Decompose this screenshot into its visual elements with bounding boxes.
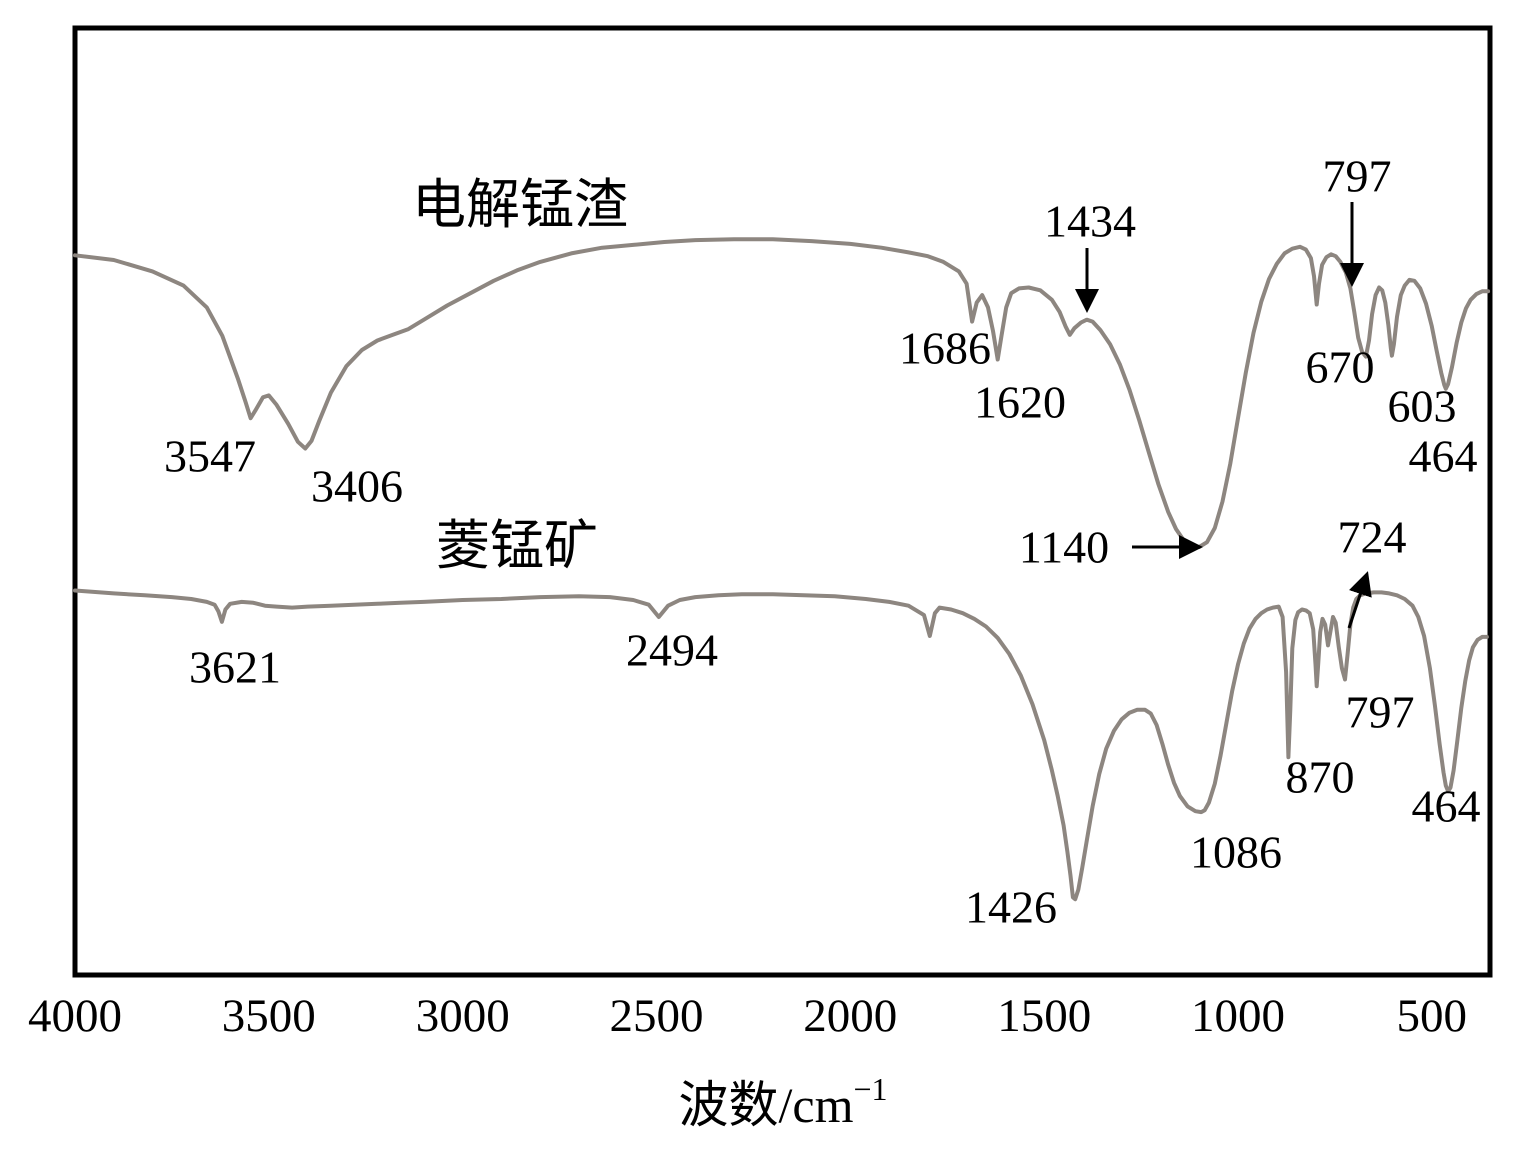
peak-label-464: 464 (1412, 781, 1481, 832)
peak-label-1140: 1140 (1019, 522, 1109, 573)
peak-label-870: 870 (1286, 752, 1355, 803)
peak-arrow-724 (1347, 571, 1372, 629)
peak-label-2494: 2494 (626, 625, 718, 676)
peak-label-1434: 1434 (1044, 196, 1136, 247)
x-tick-3500: 3500 (222, 990, 316, 1042)
peak-label-464: 464 (1409, 431, 1478, 482)
x-tick-2500: 2500 (610, 990, 704, 1042)
plot-border (72, 25, 1493, 978)
peak-label-1086: 1086 (1190, 827, 1282, 878)
series-label-0: 电解锰渣 (412, 175, 628, 235)
x-tick-1500: 1500 (997, 990, 1091, 1042)
peak-label-603: 603 (1388, 381, 1457, 432)
peak-label-670: 670 (1306, 342, 1375, 393)
peak-label-1426: 1426 (965, 882, 1057, 933)
peak-label-3406: 3406 (311, 461, 403, 512)
x-tick-4000: 4000 (28, 990, 122, 1042)
x-tick-3000: 3000 (416, 990, 510, 1042)
peak-label-3621: 3621 (189, 642, 281, 693)
x-tick-2000: 2000 (803, 990, 897, 1042)
peak-label-797: 797 (1323, 151, 1392, 202)
x-axis-title: 波数/cm−1 (678, 1071, 887, 1133)
peak-label-1686: 1686 (899, 323, 991, 374)
x-tick-1000: 1000 (1191, 990, 1285, 1042)
peak-label-797: 797 (1346, 687, 1415, 738)
x-tick-500: 500 (1397, 990, 1468, 1042)
spectrum-line-0 (73, 237, 1491, 549)
peak-label-724: 724 (1338, 512, 1407, 563)
peak-label-1620: 1620 (974, 377, 1066, 428)
series-label-1: 菱锰矿 (436, 516, 598, 576)
peak-label-3547: 3547 (164, 431, 256, 482)
